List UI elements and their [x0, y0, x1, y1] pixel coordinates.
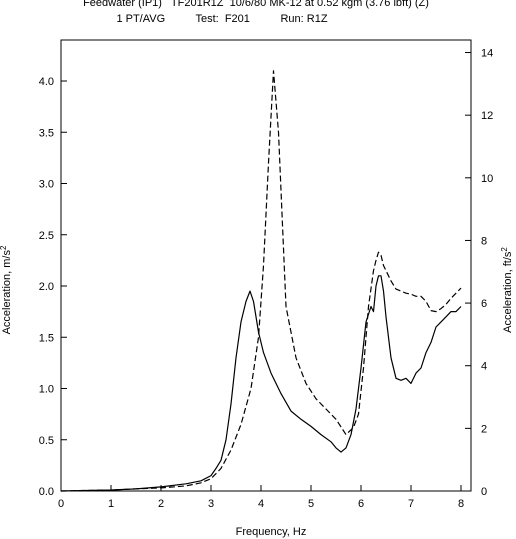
y-axis-label-right: Acceleration, ft/s2 — [500, 247, 514, 333]
y-axis-left: 0.0 0.5 1.0 1.5 2.0 2.5 3.0 3.5 4.0 — [39, 76, 67, 498]
y-axis-label-left-sup: 2 — [0, 245, 8, 250]
y-tick-label: 3.5 — [39, 127, 54, 139]
x-tick-label: 5 — [308, 498, 314, 510]
y-tick-label: 1.5 — [39, 332, 54, 344]
y2-tick-label: 6 — [481, 298, 487, 310]
y2-tick-label: 12 — [481, 110, 493, 122]
x-axis-label: Frequency, Hz — [236, 526, 307, 538]
y2-tick-label: 2 — [481, 423, 487, 435]
y2-tick-label: 8 — [481, 235, 487, 247]
y2-tick-label: 0 — [481, 486, 487, 498]
x-tick-label: 4 — [258, 498, 264, 510]
y-tick-label: 1.0 — [39, 384, 54, 396]
x-axis: 0 1 2 3 4 5 6 7 8 — [58, 485, 464, 510]
y-axis-label-right-sup: 2 — [500, 247, 509, 252]
series-line-dashed — [60, 70, 462, 492]
y-axis-label-left-text: Acceleration, m/s — [1, 250, 13, 335]
chart-title-line2: 1 PT/AVG Test: F201 Run: R1Z — [116, 13, 327, 25]
y-axis-label-left: Acceleration, m/s2 — [0, 245, 13, 334]
x-tick-label: 7 — [408, 498, 414, 510]
x-tick-label: 2 — [158, 498, 164, 510]
y-axis-right: 0 2 4 6 8 10 12 14 — [465, 48, 493, 498]
chart-title-line1: Feedwater (IP1) TF201R1Z 10/6/80 MK-12 a… — [83, 0, 429, 9]
y-tick-label: 0.0 — [39, 486, 54, 498]
x-tick-label: 1 — [108, 498, 114, 510]
y-axis-label-right-text: Acceleration, ft/s — [502, 251, 514, 333]
series-group — [60, 70, 462, 492]
y-tick-label: 2.5 — [39, 230, 54, 242]
x-tick-label: 8 — [458, 498, 464, 510]
series-line-solid — [60, 275, 462, 492]
y-tick-label: 2.0 — [39, 281, 54, 293]
x-tick-label: 0 — [58, 498, 64, 510]
plot-frame — [60, 39, 472, 492]
y2-tick-label: 14 — [481, 48, 493, 60]
y2-tick-label: 10 — [481, 173, 493, 185]
y-tick-label: 0.5 — [39, 435, 54, 447]
y-tick-label: 3.0 — [39, 179, 54, 191]
y2-tick-label: 4 — [481, 361, 487, 373]
x-tick-label: 6 — [358, 498, 364, 510]
y-tick-label: 4.0 — [39, 76, 54, 88]
x-tick-label: 3 — [208, 498, 214, 510]
